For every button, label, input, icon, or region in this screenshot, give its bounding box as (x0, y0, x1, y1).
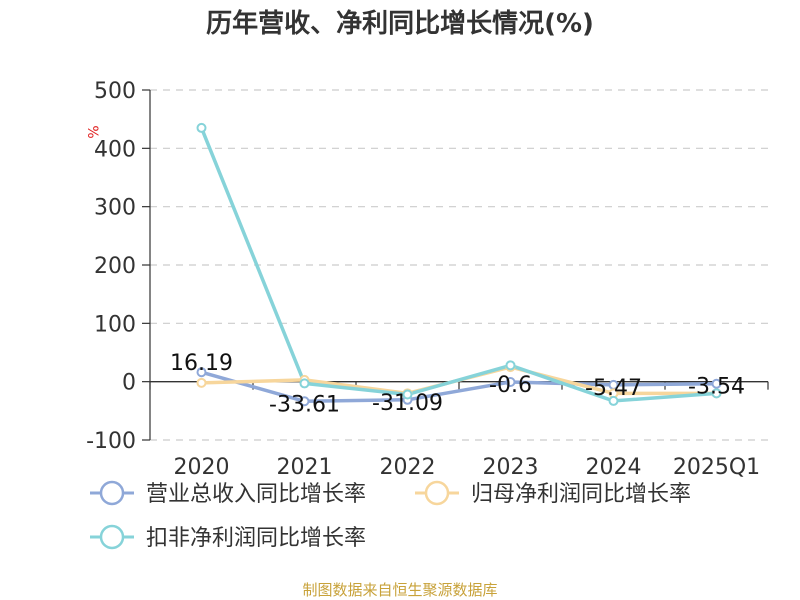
y-tick-label: 0 (122, 371, 136, 396)
legend-marker (99, 480, 125, 506)
legend-item-3[interactable]: 扣非净利润同比增长率 (90, 524, 366, 551)
y-tick-label: -100 (86, 429, 136, 454)
series-point-3[interactable] (402, 389, 413, 400)
x-tick-label: 2025Q1 (673, 455, 760, 480)
y-axis-unit: % (84, 125, 100, 138)
series-point-3[interactable] (299, 378, 310, 389)
data-label: 16.19 (170, 351, 233, 376)
series-point-1[interactable] (505, 377, 516, 388)
y-tick-label: 500 (94, 79, 136, 104)
series-point-3[interactable] (711, 388, 722, 399)
legend-marker (99, 524, 125, 550)
data-label: -33.61 (269, 392, 340, 417)
data-label: -5.47 (585, 376, 642, 401)
axes: -100 0 100 200 300 400 500 2020 2021 2022 2023 2024… (86, 79, 769, 480)
y-tick-label: 200 (94, 254, 136, 279)
series-line-1 (201, 370, 717, 404)
data-label: -3.54 (688, 375, 745, 400)
x-tick-label: 2023 (483, 455, 539, 480)
series-point-3[interactable] (505, 360, 516, 371)
y-tick-label: 300 (94, 196, 136, 221)
series-point-1[interactable] (711, 378, 722, 389)
x-tick-label: 2021 (277, 455, 333, 480)
series-point-1[interactable] (196, 367, 207, 378)
y-tick-label: 100 (94, 312, 136, 337)
legend-label: 扣非净利润同比增长率 (146, 526, 366, 551)
data-label: -31.09 (372, 391, 443, 416)
data-labels: 16.19 -33.61 -31.09 -0.6 -5.47 -3.54 (170, 351, 745, 417)
series-point-3[interactable] (608, 395, 619, 406)
legend-label: 归母净利润同比增长率 (471, 482, 691, 507)
data-label: -0.6 (489, 373, 532, 398)
legend-item-2[interactable]: 归母净利润同比增长率 (415, 480, 691, 507)
legend-label: 营业总收入同比增长率 (146, 482, 366, 507)
x-tick-label: 2022 (380, 455, 436, 480)
series-line-3 (199, 127, 717, 403)
chart-title: 历年营收、净利同比增长情况(%) (206, 8, 594, 39)
series-group (196, 122, 722, 407)
data-source-note: 制图数据来自恒生聚源数据库 (302, 581, 497, 599)
x-tick-label: 2020 (174, 455, 230, 480)
legend-marker (424, 480, 450, 506)
series-point-3[interactable] (196, 122, 207, 133)
series-point-1[interactable] (299, 396, 310, 407)
series-point-2[interactable] (196, 377, 207, 388)
legend-item-1[interactable]: 营业总收入同比增长率 (90, 480, 366, 507)
x-tick-label: 2024 (586, 455, 642, 480)
y-tick-label: 400 (94, 137, 136, 162)
